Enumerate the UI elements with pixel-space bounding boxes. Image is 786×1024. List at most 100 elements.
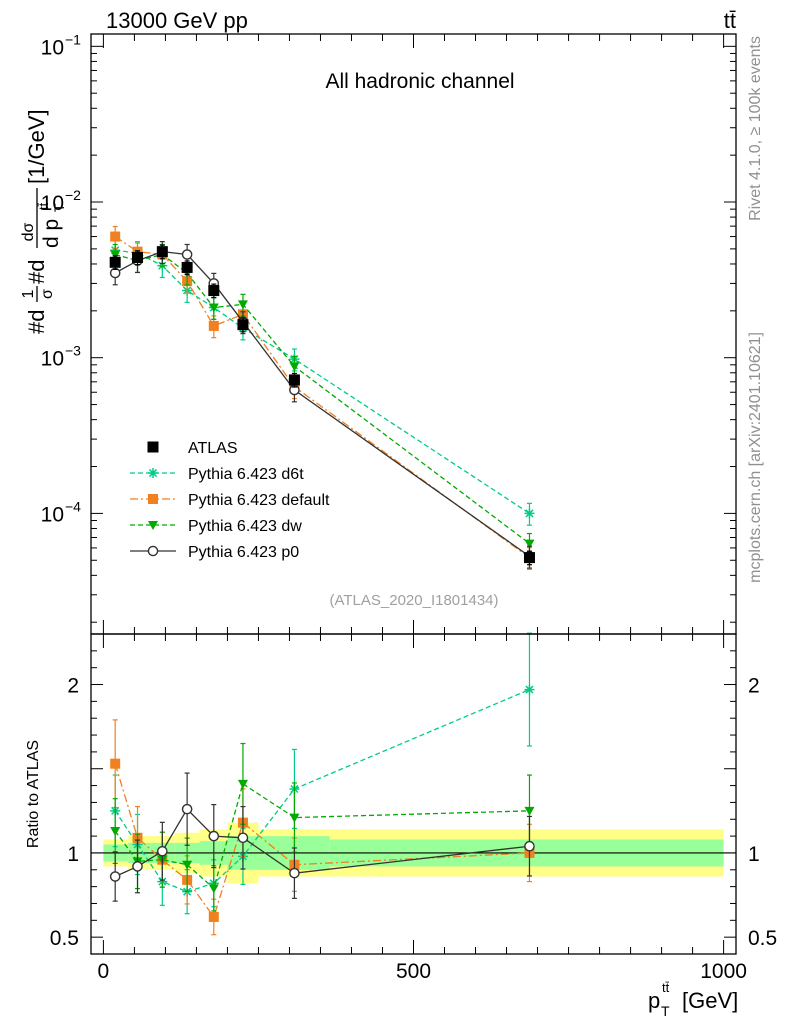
xtick-label: 500 (396, 960, 431, 983)
main-ytick-label: 10 (41, 348, 64, 371)
ratio-point-p0-3 (181, 803, 193, 815)
x-axis-label: p T tt̄ [GeV] (648, 980, 738, 1019)
main-point-data-6 (288, 374, 300, 386)
main-ytick-label: 10 (41, 192, 64, 215)
chart-axes: 10−110−210−310 −40.5 0.51 12 20 500 1000 (41, 31, 778, 983)
analysis-id-label: (ATLAS_2020_I1801434) (329, 592, 498, 609)
legend-marker-dw (148, 521, 158, 530)
main-point-data-5 (237, 319, 249, 331)
main-line-p0 (114, 250, 530, 557)
main-point-dw-5 (237, 300, 248, 310)
main-point-dw-6 (289, 362, 300, 372)
main-point-data-7 (523, 552, 535, 564)
main-ytick-label: 10 (41, 503, 64, 526)
main-ytick-exponent: −2 (65, 187, 81, 203)
xtick-label: 1000 (700, 960, 747, 983)
main-series-d6t (110, 239, 535, 526)
main-ytick-exponent: −3 (65, 343, 81, 359)
main-ytick-label: 10 (41, 36, 64, 59)
main-point-default-4 (208, 320, 219, 331)
ratio-ytick-label-right: 0.5 (748, 927, 777, 950)
ratio-point-p0-4 (208, 830, 220, 842)
ratio-line-dw (114, 782, 530, 890)
ratio-line-d6t (114, 688, 530, 893)
process-label: tt̄ (724, 8, 736, 33)
ratio-point-default-4 (208, 911, 219, 922)
ratio-point-p0-6 (289, 867, 300, 879)
main-point-dw-4 (208, 303, 219, 313)
y-label-frac2-sup: tt̄ (36, 202, 51, 210)
legend-entry-default: Pythia 6.423 default (130, 492, 330, 509)
legend-label-dw: Pythia 6.423 dw (188, 518, 302, 535)
main-point-d6t-7 (524, 508, 535, 519)
main-point-p0-3 (181, 249, 193, 260)
main-series-p0 (109, 241, 535, 569)
ratio-uncertainty-bands (91, 822, 736, 884)
legend-label-default: Pythia 6.423 default (188, 492, 330, 509)
main-point-data-1 (132, 252, 144, 264)
legend-entry-p0: Pythia 6.423 p0 (130, 544, 299, 561)
main-point-dw-0 (110, 250, 121, 260)
legend-marker-d6t (148, 468, 158, 478)
main-line-d6t (115, 249, 530, 514)
legend: ATLAS Pythia 6.423 d6t Pythia 6.423 defaul… (130, 440, 330, 561)
y-label-frac2-sub: T (51, 203, 67, 212)
mcplots-label: mcplots.cern.ch [arXiv:2401.10621] (747, 332, 764, 583)
y-label-frac1-den: σ (39, 289, 56, 299)
main-point-data-3 (181, 261, 193, 273)
main-point-data-2 (156, 246, 168, 258)
main-series-data (109, 244, 535, 566)
ratio-point-p0-2 (157, 845, 168, 857)
ratio-ytick-label-left: 2 (67, 675, 79, 698)
ratio-series-default (110, 719, 535, 936)
ratio-ytick-label-right: 2 (748, 675, 760, 698)
ratio-frame (90, 633, 737, 955)
ratio-point-p0-5 (237, 832, 249, 844)
ratio-ytick-label-right: 1 (748, 843, 760, 866)
legend-marker-default (148, 494, 158, 504)
main-ytick-exponent: −4 (65, 498, 81, 514)
channel-label: All hadronic channel (325, 70, 514, 93)
ratio-point-p0-7 (524, 840, 535, 852)
y-label-unit: [1/GeV] (24, 109, 49, 184)
legend-label-data: ATLAS (188, 440, 238, 457)
chart-marks (109, 225, 535, 936)
y-label-frac1-num: 1 (20, 289, 37, 298)
ratio-point-dw-6 (289, 813, 300, 823)
ratio-ytick-label-left: 0.5 (50, 927, 79, 950)
main-ytick-exponent: −1 (65, 31, 81, 47)
ratio-point-default-0 (110, 758, 121, 769)
ratio-point-dw-5 (237, 779, 248, 789)
main-point-data-0 (109, 256, 121, 268)
y-label-frac2-num: dσ (20, 222, 37, 241)
legend-entry-data: ATLAS (147, 440, 238, 457)
rivet-version-label: Rivet 4.1.0, ≥ 100k events (747, 36, 764, 221)
x-label-sup: tt̄ (662, 980, 670, 995)
ratio-point-dw-0 (110, 827, 121, 837)
ratio-point-d6t-7 (524, 684, 535, 695)
ratio-ytick-label-left: 1 (67, 843, 79, 866)
y-label-frac2-den: d p (40, 219, 63, 248)
legend-marker-data (147, 441, 159, 453)
ratio-point-p0-1 (132, 861, 143, 872)
y-label-prefix: #d (24, 310, 49, 334)
main-point-dw-7 (524, 539, 535, 549)
xtick-label: 0 (98, 960, 110, 983)
energy-label: 13000 GeV pp (106, 8, 248, 33)
x-label-base: p (648, 988, 660, 1013)
x-label-sub: T (661, 1003, 670, 1019)
ratio-point-dw-7 (524, 806, 535, 816)
main-point-data-4 (208, 285, 220, 297)
main-line-default (114, 236, 530, 559)
ratio-point-p0-0 (109, 871, 121, 882)
y-label-mid: #d (24, 260, 49, 284)
legend-entry-d6t: Pythia 6.423 d6t (130, 466, 304, 483)
legend-marker-p0 (147, 545, 159, 557)
main-y-axis-label: #d 1 σ #d dσ d p T tt̄ [1/GeV] (20, 109, 67, 334)
legend-entry-dw: Pythia 6.423 dw (130, 518, 302, 535)
main-point-default-0 (110, 231, 121, 242)
x-label-unit: [GeV] (682, 988, 738, 1013)
legend-label-p0: Pythia 6.423 p0 (188, 544, 299, 561)
ratio-y-axis-label: Ratio to ATLAS (25, 740, 42, 848)
